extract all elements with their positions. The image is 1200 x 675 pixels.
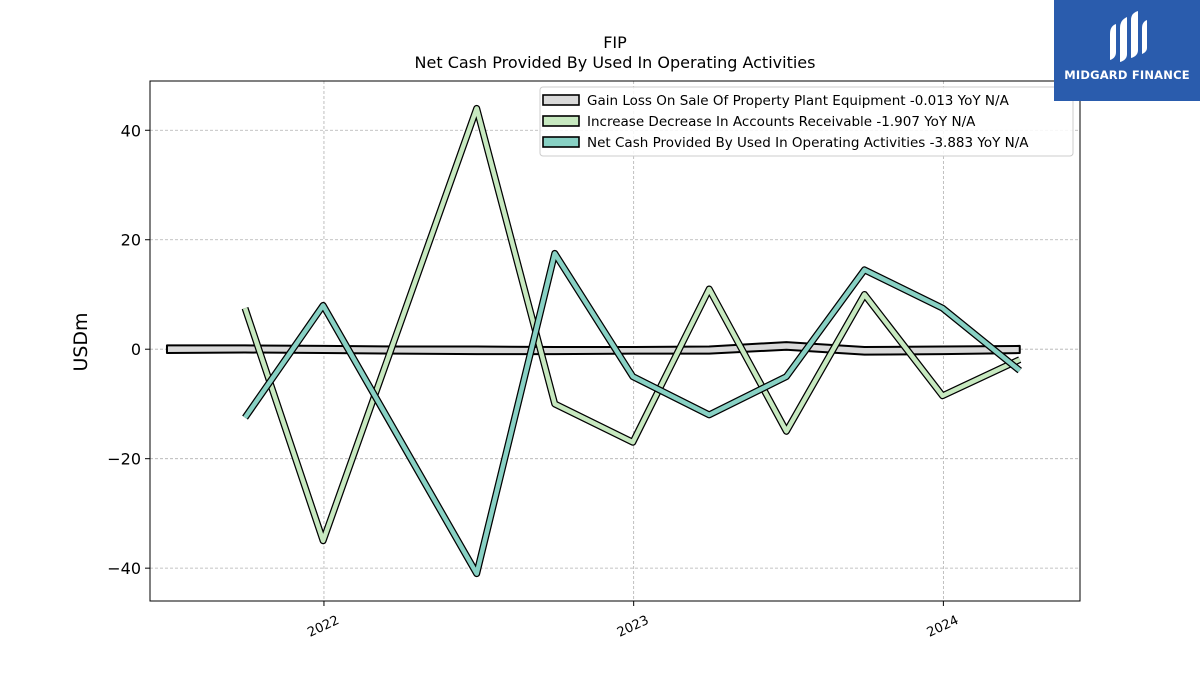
legend-swatch: [542, 136, 580, 148]
axis-ticks: 40 20 0 −20 −40 2022 2023 2024: [107, 121, 961, 640]
legend-label: Increase Decrease In Accounts Receivable…: [587, 114, 976, 130]
y-tick-label: −40: [107, 559, 141, 578]
legend: Gain Loss On Sale Of Property Plant Equi…: [539, 86, 1074, 157]
legend-swatch: [542, 115, 580, 127]
plot-frame: [149, 80, 1081, 602]
y-axis-label: USDm: [70, 312, 92, 371]
grid-lines: [150, 81, 1080, 601]
chart-subtitle: Net Cash Provided By Used In Operating A…: [415, 53, 816, 72]
y-tick-label: 40: [121, 121, 141, 140]
series-line-accounts-receivable-outline: [241, 104, 1022, 545]
y-tick-label: 0: [131, 340, 141, 359]
x-tick-label: 2023: [615, 613, 651, 641]
series-layer: [165, 104, 1022, 578]
logo-text: MIDGARD FINANCE: [1064, 68, 1190, 82]
midgard-logo-icon: [1110, 11, 1147, 62]
midgard-finance-logo: MIDGARD FINANCE: [1054, 0, 1200, 101]
x-tick-label: 2024: [925, 613, 961, 641]
series-line-net-cash-outline: [242, 249, 1022, 578]
series-line-net-cash: [243, 251, 1022, 576]
legend-box: [539, 86, 1074, 157]
y-tick-label: −20: [107, 450, 141, 469]
x-tick-label: 2022: [305, 613, 341, 641]
chart-title: FIP: [603, 33, 627, 52]
legend-swatch: [542, 94, 580, 106]
series-line-accounts-receivable: [242, 106, 1021, 544]
legend-label: Net Cash Provided By Used In Operating A…: [587, 135, 1029, 151]
y-tick-label: 20: [121, 231, 141, 250]
legend-label: Gain Loss On Sale Of Property Plant Equi…: [587, 93, 1010, 109]
